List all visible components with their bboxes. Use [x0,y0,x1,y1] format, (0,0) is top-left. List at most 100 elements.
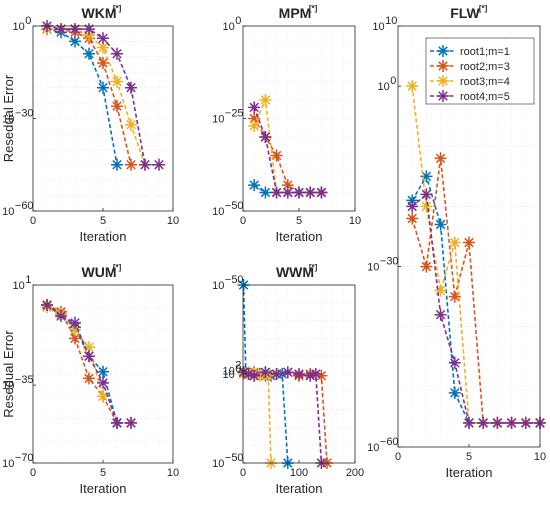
data-point [111,158,123,171]
data-point [270,368,283,380]
legend-item: root4;m=5 [430,90,510,103]
data-point [83,372,95,385]
data-point [97,376,109,389]
data-point [315,369,328,382]
data-point [309,368,322,380]
data-point [248,119,261,132]
data-point [281,179,294,192]
y-tick-exponent: −50 [225,200,244,212]
chart-title: WWM [276,264,314,280]
data-point [111,47,123,60]
data-point [111,75,123,88]
data-point [281,366,294,379]
data-point [463,416,475,429]
y-tick-exponent: −25 [225,108,244,120]
data-point [55,23,67,36]
legend: root1;m=1 root2;m=3 root3;m=4 root4;m=5 [425,37,535,105]
y-tick-label: 10 [2,206,14,218]
x-axis-label: Iteration [276,481,323,496]
data-point [83,29,95,42]
data-point [293,368,305,380]
x-tick-label: 0 [395,451,401,463]
x-tick-label: 10 [349,215,361,227]
data-point [248,101,261,114]
data-point [97,390,109,403]
y-tick-label: 10 [212,114,224,126]
x-tick-label: 200 [346,467,364,479]
series-line-4 [243,371,323,464]
y-tick-exponent: −35 [15,374,34,386]
data-point [248,369,261,382]
data-point [505,416,518,429]
data-point [448,236,461,249]
data-point [259,186,272,199]
data-point [259,131,272,143]
data-point [477,416,490,429]
chart-title: WKM [82,5,117,21]
y-tick-exponent: 10 [385,15,397,27]
data-point [304,369,317,382]
data-point [69,332,81,345]
series-line-4 [411,192,540,424]
data-point [420,170,433,183]
x-tick-label: 5 [100,215,106,227]
x-axis-label: Iteration [276,229,323,244]
data-point [97,32,109,45]
data-point [434,284,447,297]
chart-title: MPM [279,5,312,21]
data-point [420,260,433,273]
legend-marker [437,60,449,72]
data-point [304,186,317,199]
x-tick-label: 0 [30,215,36,227]
data-point [270,149,283,162]
data-point [83,350,95,363]
data-point [434,152,447,165]
x-tick-label: 0 [240,215,246,227]
y-axis-label: Resedual Error [1,330,16,418]
series-line-2 [411,158,540,424]
data-point [69,23,81,36]
legend-label: root3;m=4 [460,76,510,88]
data-point [69,35,81,48]
legend-label: root1;m=1 [460,46,510,58]
legend-label: root2;m=3 [460,61,510,73]
data-point [448,356,461,369]
legend-item: root1;m=1 [430,45,510,58]
y-tick-label: 10 [13,280,25,292]
data-point [248,179,261,192]
data-point [83,47,95,60]
data-point [97,81,109,94]
data-point [315,186,328,199]
data-point [434,218,447,231]
y-tick-label: 10 [13,21,25,33]
y-tick-exponent: 2 [235,359,241,371]
chart-title-sup: [*] [113,4,122,13]
data-point [281,186,294,199]
series-line-1 [46,28,118,165]
x-tick-label: 10 [534,451,546,463]
y-tick-exponent: −50 [225,452,244,464]
data-point [259,94,272,106]
data-point [125,118,137,131]
y-tick-exponent: −70 [15,452,34,464]
y-tick-label: 10 [2,114,14,126]
y-tick-exponent: 0 [235,15,241,27]
data-point [248,112,261,125]
y-tick-label: 10 [212,458,224,470]
y-tick-exponent: −30 [15,108,34,120]
data-point [55,310,67,323]
chart-title: WUM [82,264,117,280]
data-point [420,200,433,213]
x-axis-label: Iteration [80,229,127,244]
data-point [83,23,95,36]
chart-title-sup: [*] [113,263,122,272]
y-tick-label: 10 [2,380,14,392]
x-axis-label: Iteration [80,481,127,496]
x-axis-label: Iteration [446,465,493,480]
y-tick-exponent: −50 [225,274,244,286]
data-point [519,416,532,429]
chart-title-sup: [*] [479,4,488,13]
